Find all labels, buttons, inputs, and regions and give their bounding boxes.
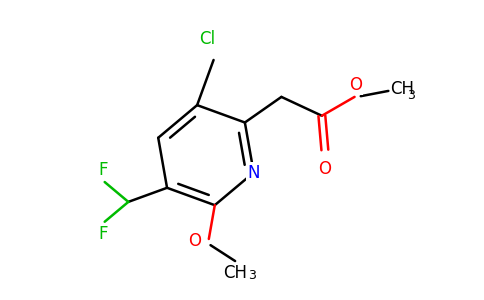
Text: O: O bbox=[349, 76, 362, 94]
Text: F: F bbox=[98, 225, 108, 243]
Text: 3: 3 bbox=[248, 268, 256, 282]
Text: CH: CH bbox=[390, 80, 414, 98]
Text: Cl: Cl bbox=[198, 30, 215, 48]
Text: O: O bbox=[188, 232, 201, 250]
Text: CH: CH bbox=[223, 264, 247, 282]
Text: O: O bbox=[318, 160, 332, 178]
Text: F: F bbox=[98, 160, 108, 178]
Text: N: N bbox=[247, 164, 260, 181]
Text: 3: 3 bbox=[407, 88, 415, 101]
